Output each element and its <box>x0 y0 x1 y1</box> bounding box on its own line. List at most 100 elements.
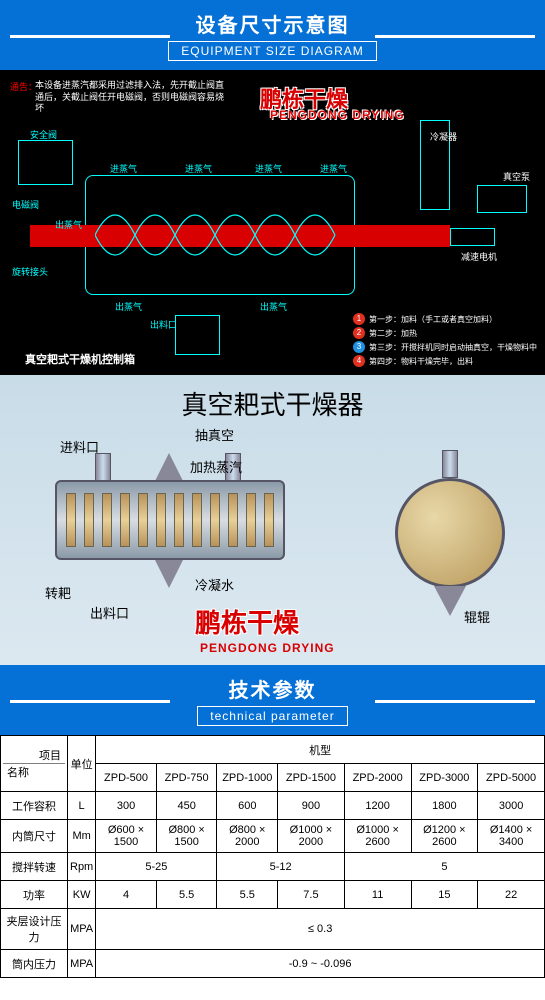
step-item: 1 第一步：加料（手工或者真空加料） <box>353 313 537 325</box>
row-value: 1200 <box>344 792 411 820</box>
row-unit: Rpm <box>68 853 96 881</box>
outlet-box <box>175 315 220 355</box>
step-text: 第二步：加热 <box>369 328 417 339</box>
row-value: 5-25 <box>96 853 217 881</box>
lbl-jinzq3: 进蒸气 <box>255 162 282 175</box>
row-value: 5-12 <box>217 853 344 881</box>
row-name: 功率 <box>1 881 68 909</box>
row-value: ≤ 0.3 <box>96 909 545 950</box>
step-num-icon: 3 <box>353 341 365 353</box>
logo-cn-2: 鹏栋干燥 <box>195 603 299 640</box>
control-box-title: 真空耙式干燥机控制箱 <box>25 351 135 367</box>
header-title-en: EQUIPMENT SIZE DIAGRAM <box>168 41 376 61</box>
logo-en-2: PENGDONG DRYING <box>200 641 335 655</box>
row-name: 夹层设计压力 <box>1 909 68 950</box>
step-text: 第一步：加料（手工或者真空加料） <box>369 314 497 325</box>
row-name: 内筒尺寸 <box>1 820 68 853</box>
header-title-cn: 设备尺寸示意图 <box>196 9 350 38</box>
side-circle <box>395 478 505 588</box>
header-title-en: technical parameter <box>197 706 347 726</box>
step-num-icon: 1 <box>353 313 365 325</box>
warn-text: 本设备进蒸汽都采用过滤排入法，先开截止阀直通后，关截止阀任开电磁阀，否则电磁阀容… <box>35 80 225 115</box>
lbl-anquanfa: 安全阀 <box>30 128 57 141</box>
spec-table: 项目 名称 单位 机型 ZPD-500ZPD-750ZPD-1000ZPD-15… <box>0 735 545 978</box>
row-value: 5.5 <box>217 881 278 909</box>
rake-teeth <box>62 493 278 547</box>
model-cell: ZPD-5000 <box>478 764 545 792</box>
corner-top: 项目 <box>3 747 65 763</box>
table-row: 搅拌转速Rpm5-255-125 <box>1 853 545 881</box>
row-value: 450 <box>156 792 217 820</box>
schematic-diagram: 真空耙式干燥器 进料口 抽真空 加热蒸汽 转耙 出料口 冷凝水 辊辊 鹏栋干燥 … <box>0 375 545 665</box>
row-value: Ø600 × 1500 <box>96 820 157 853</box>
row-value: 4 <box>96 881 157 909</box>
row-value: 300 <box>96 792 157 820</box>
table-row-header: 项目 名称 单位 机型 <box>1 736 545 764</box>
row-value: 600 <box>217 792 278 820</box>
lbl-gungun: 辊辊 <box>464 607 490 626</box>
lbl-chuzq1: 出蒸气 <box>55 218 82 231</box>
section-header-param: 技术参数 technical parameter <box>0 665 545 735</box>
side-cone <box>434 586 466 616</box>
row-value: 15 <box>411 881 478 909</box>
step-text: 第三步：开搅拌机同时启动抽真空，干燥物料中 <box>369 342 537 353</box>
row-value: 5.5 <box>156 881 217 909</box>
table-row: 功率KW45.55.57.5111522 <box>1 881 545 909</box>
step-item: 3 第三步：开搅拌机同时启动抽真空，干燥物料中 <box>353 341 537 353</box>
row-unit: L <box>68 792 96 820</box>
lbl-chuliao: 出料口 <box>90 603 129 622</box>
header-bar <box>375 700 535 703</box>
step-num-icon: 2 <box>353 327 365 339</box>
cad-steps: 1 第一步：加料（手工或者真空加料） 2 第二步：加热 3 第三步：开搅拌机同时启动抽真空… <box>353 311 537 367</box>
warn-label: 通告： <box>10 80 37 93</box>
lbl-zhenkongbeng: 真空泵 <box>503 170 530 183</box>
lbl-zhuanba: 转耙 <box>45 583 71 602</box>
model-cell: ZPD-1500 <box>278 764 345 792</box>
table-row: 夹层设计压力MPA≤ 0.3 <box>1 909 545 950</box>
row-value: Ø1000 × 2000 <box>278 820 345 853</box>
lbl-dianciafa: 电磁阀 <box>12 198 39 211</box>
row-value: 900 <box>278 792 345 820</box>
row-value: 5 <box>344 853 544 881</box>
reducer-motor <box>450 228 495 246</box>
model-cell: ZPD-3000 <box>411 764 478 792</box>
table-row: 筒内压力MPA-0.9 ~ -0.096 <box>1 950 545 978</box>
lbl-jiare: 加热蒸汽 <box>190 457 242 476</box>
row-value: 3000 <box>478 792 545 820</box>
header-bar <box>10 700 170 703</box>
row-unit: MPA <box>68 950 96 978</box>
header-title-cn: 技术参数 <box>229 674 317 703</box>
dia2-title: 真空耙式干燥器 <box>0 385 545 422</box>
row-value: Ø800 × 1500 <box>156 820 217 853</box>
lbl-xuanzhuan: 旋转接头 <box>12 265 48 278</box>
row-unit: KW <box>68 881 96 909</box>
section-header-size: 设备尺寸示意图 EQUIPMENT SIZE DIAGRAM <box>0 0 545 70</box>
corner-bottom: 名称 <box>3 764 65 780</box>
lbl-lengning: 冷凝水 <box>195 575 234 594</box>
model-cell: ZPD-750 <box>156 764 217 792</box>
inlet-cone <box>155 453 183 481</box>
row-value: 22 <box>478 881 545 909</box>
dryer-helix <box>95 190 345 280</box>
table-row: 工作容积L300450600900120018003000 <box>1 792 545 820</box>
model-cell: ZPD-2000 <box>344 764 411 792</box>
side-port <box>442 450 458 478</box>
step-item: 4第四步：物料干燥完毕，出料 <box>353 355 537 367</box>
row-name: 工作容积 <box>1 792 68 820</box>
unit-header: 单位 <box>68 736 96 792</box>
header-bar <box>10 35 170 38</box>
row-unit: MPA <box>68 909 96 950</box>
header-bar <box>375 35 535 38</box>
table-row: 内筒尺寸MmØ600 × 1500Ø800 × 1500Ø800 × 2000Ø… <box>1 820 545 853</box>
lbl-chuzq2: 出蒸气 <box>115 300 142 313</box>
lbl-lengningqi: 冷凝器 <box>430 130 457 143</box>
row-value: Ø1000 × 2600 <box>344 820 411 853</box>
lbl-chouzhenk: 抽真空 <box>195 425 234 444</box>
row-unit: Mm <box>68 820 96 853</box>
lbl-jinzq4: 进蒸气 <box>320 162 347 175</box>
row-name: 搅拌转速 <box>1 853 68 881</box>
model-header: 机型 <box>96 736 545 764</box>
row-value: 11 <box>344 881 411 909</box>
corner-cell: 项目 名称 <box>1 736 68 792</box>
model-cell: ZPD-500 <box>96 764 157 792</box>
